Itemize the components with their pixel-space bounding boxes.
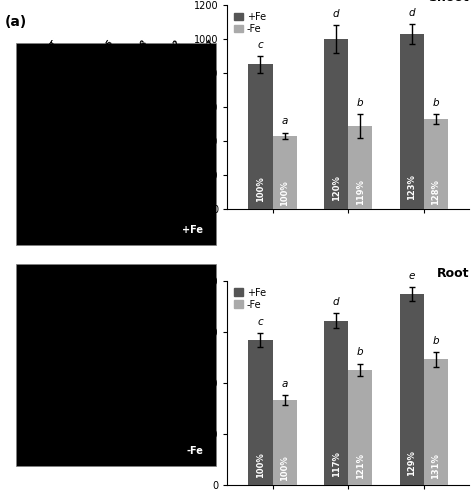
Text: 128%: 128% (431, 179, 440, 205)
Legend: +Fe, -Fe: +Fe, -Fe (232, 286, 268, 312)
Text: b: b (433, 336, 439, 346)
Bar (348, 126, 373, 209)
Text: +Fe: +Fe (182, 225, 203, 235)
Text: 131%: 131% (431, 453, 440, 479)
Y-axis label: Fe concentration (mg/kg): Fe concentration (mg/kg) (178, 321, 188, 444)
Bar (324, 320, 348, 485)
Text: WT: WT (44, 39, 59, 55)
Text: b: b (357, 347, 364, 357)
Text: b: b (357, 98, 364, 108)
Text: Root: Root (437, 267, 469, 280)
Bar (16, 43, 216, 245)
Text: c: c (257, 40, 264, 50)
Text: d: d (409, 7, 415, 18)
Text: e: e (409, 271, 415, 281)
Text: 121%: 121% (356, 453, 365, 479)
Legend: +Fe, -Fe: +Fe, -Fe (232, 10, 268, 36)
Text: 119%: 119% (356, 179, 365, 205)
Bar (273, 400, 297, 485)
Text: 117%: 117% (332, 451, 341, 477)
Text: 100%: 100% (256, 452, 265, 478)
Text: 100%: 100% (280, 180, 289, 206)
Text: 129%: 129% (407, 450, 416, 476)
Text: d: d (333, 297, 339, 307)
Text: a: a (282, 379, 288, 389)
Text: OsPRI3-OX-7: OsPRI3-OX-7 (179, 39, 217, 87)
Bar (248, 340, 273, 485)
Text: (a): (a) (5, 15, 27, 28)
Bar (324, 39, 348, 209)
Bar (273, 136, 297, 209)
Text: c: c (257, 317, 264, 327)
Text: 100%: 100% (280, 455, 289, 481)
Text: 120%: 120% (332, 175, 341, 201)
Text: OsPRI2-OX-5: OsPRI2-OX-5 (78, 39, 116, 87)
Text: 123%: 123% (407, 174, 416, 200)
Text: -Fe: -Fe (186, 446, 203, 456)
Bar (424, 360, 448, 485)
Text: Shoot: Shoot (428, 0, 469, 4)
Text: OsPRI3-OX-2: OsPRI3-OX-2 (145, 39, 183, 87)
Bar (16, 264, 216, 466)
Text: b: b (433, 98, 439, 108)
Text: OsPRI2-OX-8: OsPRI2-OX-8 (111, 39, 149, 87)
Bar (348, 369, 373, 485)
Text: d: d (333, 9, 339, 19)
Y-axis label: Fe concentration (mg/kg): Fe concentration (mg/kg) (178, 46, 188, 169)
Text: 100%: 100% (256, 176, 265, 202)
Bar (400, 294, 424, 485)
Text: a: a (282, 117, 288, 126)
Bar (424, 119, 448, 209)
Bar (248, 65, 273, 209)
Bar (400, 34, 424, 209)
